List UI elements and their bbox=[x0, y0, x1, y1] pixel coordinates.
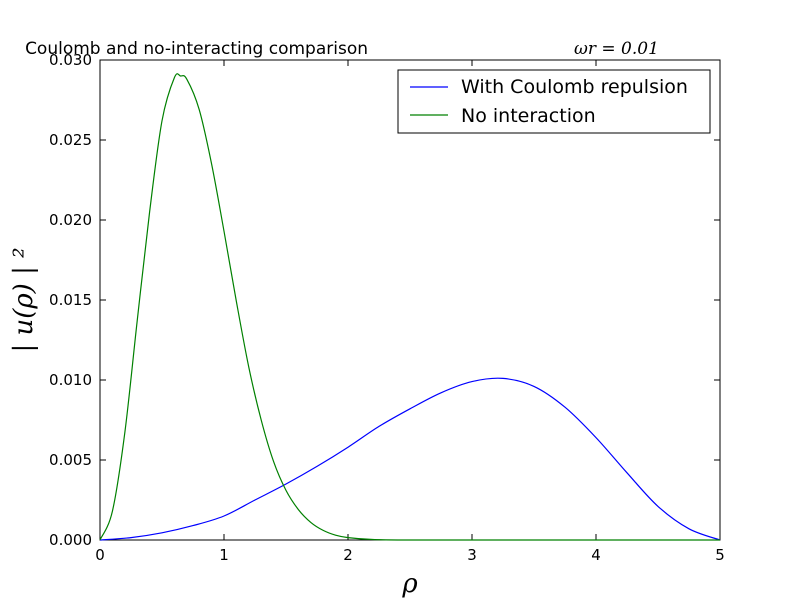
y-tick-label: 0.000 bbox=[49, 531, 92, 549]
series-lines bbox=[99, 73, 721, 541]
axis-tick-labels: 0 1 2 3 4 5 0.000 0.005 0.010 0.015 0.020 0.025 0.03… bbox=[49, 51, 725, 564]
x-tick-label: 2 bbox=[343, 546, 353, 564]
series-line-coulomb bbox=[99, 377, 721, 541]
x-tick-label: 5 bbox=[715, 546, 725, 564]
x-axis-label: ρ bbox=[401, 569, 418, 599]
y-tick-label: 0.005 bbox=[49, 451, 92, 469]
x-tick-label: 1 bbox=[219, 546, 229, 564]
legend-label-coulomb: With Coulomb repulsion bbox=[461, 76, 688, 98]
legend: With Coulomb repulsion No interaction bbox=[397, 69, 711, 134]
y-tick-label: 0.030 bbox=[49, 51, 92, 69]
y-tick-label: 0.010 bbox=[49, 371, 92, 389]
series-line-no-interaction bbox=[99, 73, 720, 541]
legend-box bbox=[397, 69, 711, 134]
y-axis-label: | u(ρ) | ² bbox=[9, 247, 39, 352]
y-tick-label: 0.025 bbox=[49, 131, 92, 149]
x-tick-label: 3 bbox=[467, 546, 477, 564]
axis-ticks bbox=[99, 59, 721, 541]
chart-title-math: ωr = 0.01 bbox=[574, 39, 659, 59]
y-tick-label: 0.020 bbox=[49, 211, 92, 229]
x-tick-label: 4 bbox=[591, 546, 601, 564]
chart-title: Coulomb and no-interacting comparison bbox=[25, 39, 368, 59]
legend-label-no-interaction: No interaction bbox=[461, 105, 596, 127]
y-tick-label: 0.015 bbox=[49, 291, 92, 309]
x-tick-label: 0 bbox=[95, 546, 105, 564]
